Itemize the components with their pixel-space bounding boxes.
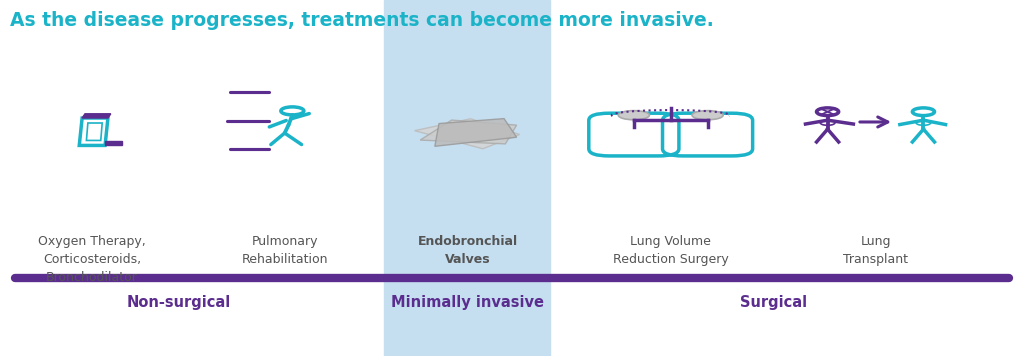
Text: Lung Volume
Reduction Surgery: Lung Volume Reduction Surgery bbox=[612, 235, 729, 266]
Text: Endobronchial
Valves: Endobronchial Valves bbox=[418, 235, 518, 266]
Bar bbox=[384, 0, 550, 356]
Polygon shape bbox=[105, 141, 122, 145]
Ellipse shape bbox=[618, 111, 649, 120]
Text: Oxygen Therapy,
Corticosteroids,
Bronchodilator: Oxygen Therapy, Corticosteroids, Broncho… bbox=[38, 235, 146, 284]
Polygon shape bbox=[415, 119, 519, 149]
Polygon shape bbox=[420, 120, 517, 144]
Ellipse shape bbox=[692, 111, 723, 120]
Text: Pulmonary
Rehabilitation: Pulmonary Rehabilitation bbox=[242, 235, 328, 266]
Polygon shape bbox=[82, 114, 111, 118]
Polygon shape bbox=[435, 119, 517, 146]
Text: Surgical: Surgical bbox=[739, 295, 807, 310]
Text: Non-surgical: Non-surgical bbox=[127, 295, 231, 310]
Text: As the disease progresses, treatments can become more invasive.: As the disease progresses, treatments ca… bbox=[10, 11, 714, 30]
Text: Lung
Transplant: Lung Transplant bbox=[843, 235, 908, 266]
Text: Minimally invasive: Minimally invasive bbox=[391, 295, 545, 310]
